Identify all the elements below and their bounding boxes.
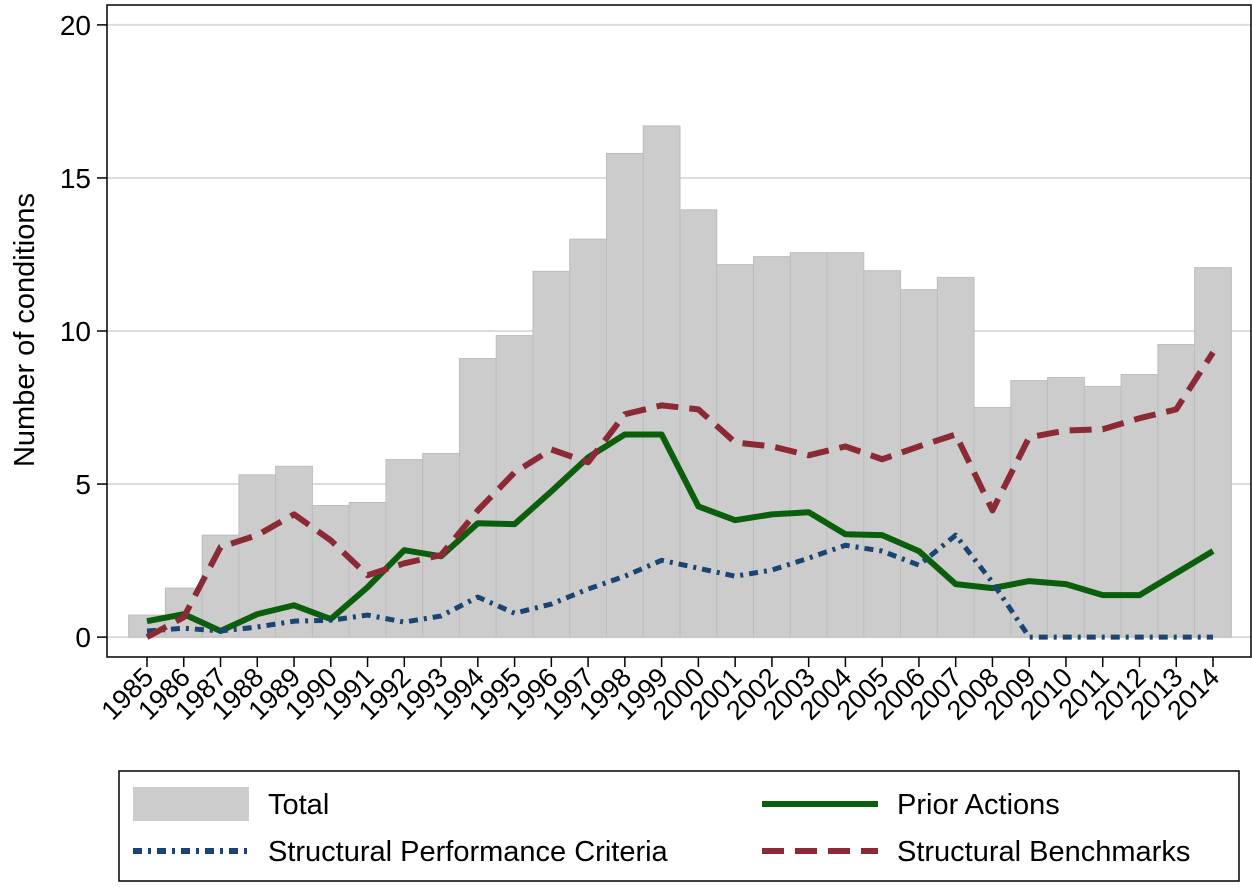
legend-label: Prior Actions [897, 789, 1060, 821]
bar [1157, 343, 1196, 638]
bar [1194, 267, 1232, 638]
y-tick-label: 5 [75, 469, 91, 500]
bar [1010, 380, 1049, 638]
bar [642, 125, 681, 638]
y-tick-label: 15 [60, 163, 91, 194]
bar [422, 452, 460, 638]
line [145, 350, 1216, 640]
line [146, 532, 1213, 640]
bar [569, 238, 607, 638]
line [146, 431, 1215, 634]
y-tick-label: 0 [75, 622, 91, 653]
y-tick-label: 10 [60, 316, 91, 347]
legend: Total Prior Actions Structural Performance… [118, 770, 1240, 882]
plot-frame [106, 4, 1252, 658]
bar [716, 264, 755, 638]
legend-swatch [133, 787, 249, 821]
bar [605, 152, 644, 638]
bar [900, 289, 938, 638]
y-axis-label: Number of conditions [9, 193, 41, 467]
bar [789, 252, 828, 638]
bar [1047, 377, 1085, 638]
legend-label: Structural Performance Criteria [268, 836, 669, 868]
bar [973, 407, 1012, 638]
legend-frame [118, 770, 1240, 882]
legend-label: Total [268, 789, 329, 821]
y-tick-label: 20 [60, 10, 91, 41]
bar [863, 270, 902, 638]
legend-label: Structural Benchmarks [897, 836, 1190, 868]
bar [679, 209, 718, 638]
